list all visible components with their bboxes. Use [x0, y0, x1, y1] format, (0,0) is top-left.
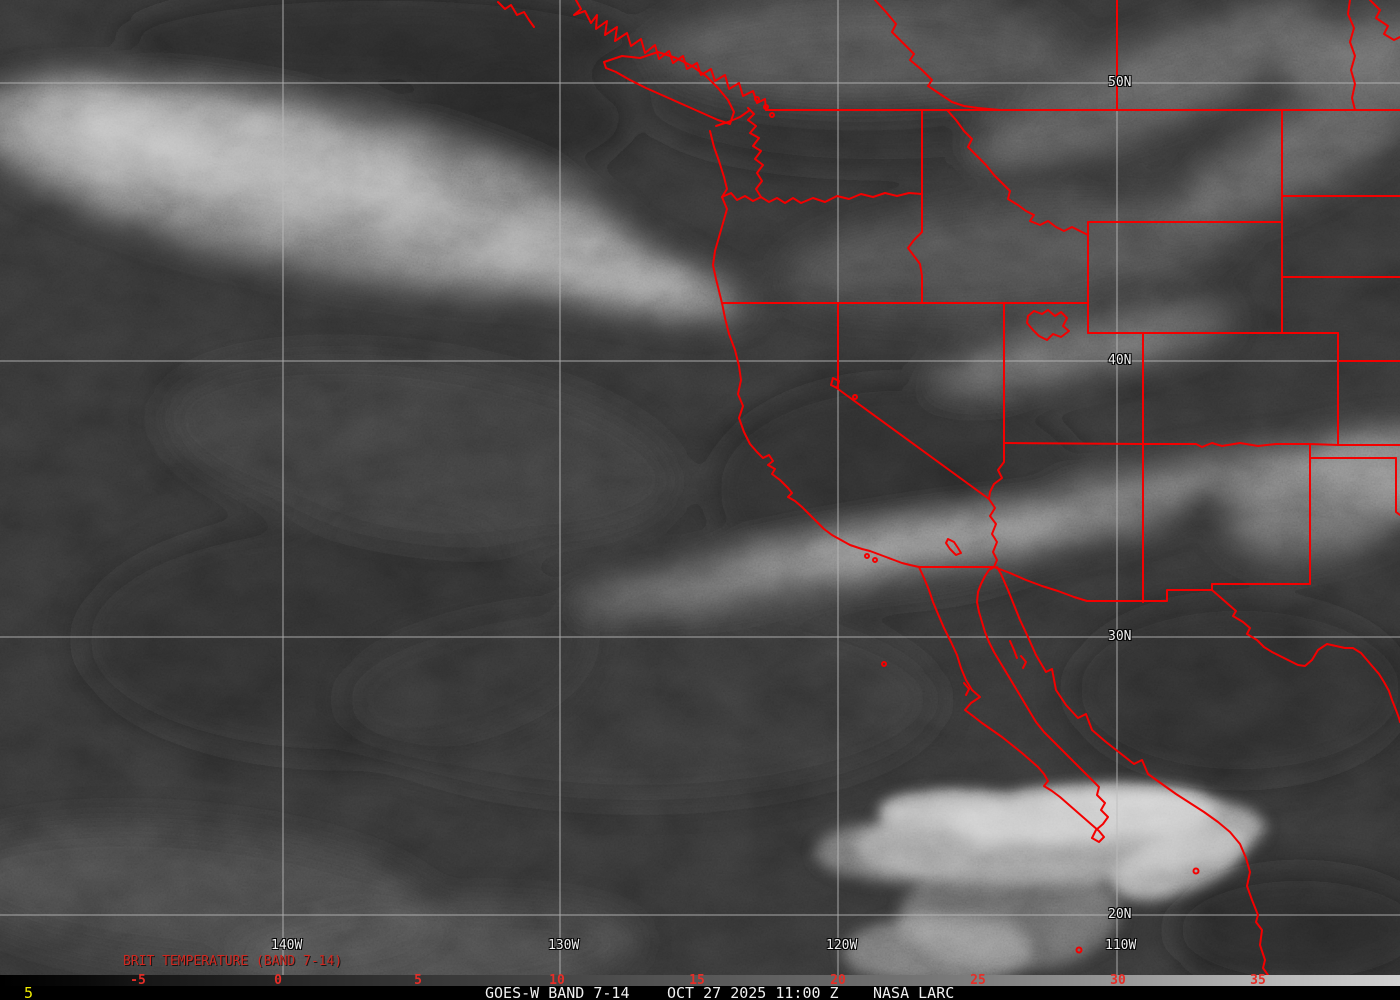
colorbar-tick: 10: [549, 973, 565, 988]
isla-cedros: [963, 682, 970, 696]
island-dot: [769, 112, 775, 118]
island-dot: [754, 96, 760, 102]
credit-label: NASA LARC: [873, 984, 955, 1000]
coastline-vancouver-island: [603, 51, 735, 125]
colorbar-tick: 30: [1110, 973, 1126, 988]
coastline-california: [721, 302, 920, 568]
border-37n-az-north: [1003, 442, 1144, 445]
colorbar-tick: 15: [689, 973, 705, 988]
status-bar: 5 GOES-W BAND 7-14 OCT 27 2025 11:00 Z N…: [0, 986, 1400, 1000]
coastline-juan-de-fuca: [715, 109, 751, 127]
border-nm-bootheel: [1086, 589, 1213, 602]
map-boundaries-overlay: [497, 0, 1400, 979]
border-ca-az-colorado-river: [988, 498, 998, 568]
lat-label-30n: 30N: [1108, 629, 1132, 644]
channel-island-dot: [872, 557, 878, 563]
border-rio-grande: [1211, 589, 1400, 723]
great-salt-lake: [1026, 309, 1070, 341]
border-ca-nv-diagonal: [837, 302, 990, 500]
brightness-temperature-colorbar: -5 0 5 10 15 20 25 30 35: [0, 973, 1400, 988]
pyramid-lake: [852, 394, 858, 400]
islas-marias-dot: [1192, 867, 1200, 875]
coastline-haida-islets: [497, 1, 535, 28]
colorbar-tick: 20: [830, 973, 846, 988]
coastline-baja-gulf: [976, 566, 1109, 839]
graticule-lines: [0, 0, 1400, 975]
colorbar-tick: 35: [1250, 973, 1266, 988]
border-az-mexico: [993, 566, 1088, 602]
salton-sea: [945, 538, 962, 556]
colorbar-tick: 5: [414, 973, 422, 988]
coastline-baja-pacific: [918, 566, 1105, 843]
product-label: GOES-W BAND 7-14: [485, 984, 630, 1000]
coastline-oregon: [712, 196, 728, 304]
colorbar-title: BRIT TEMPERATURE (BAND 7-14): [123, 954, 343, 969]
colorbar-tick: -5: [130, 973, 146, 988]
border-id-mt: [947, 110, 1089, 236]
isla-tiburon: [1020, 655, 1027, 669]
sensor-grain: [0, 0, 1400, 975]
channel-island-dot: [864, 553, 870, 559]
border-37n-co-nm: [1142, 442, 1400, 448]
lon-label-140w: 140W: [271, 938, 303, 953]
timestamp: OCT 27 2025 11:00 Z: [667, 984, 839, 1000]
lat-label-50n: 50N: [1108, 75, 1132, 90]
border-nv-az-river: [988, 442, 1005, 500]
isla-socorro-dot: [1075, 946, 1083, 954]
coastline-bc-fjords: [573, 0, 767, 111]
manitoba-lakes: [1369, 0, 1400, 41]
coastline-washington: [709, 130, 728, 198]
colorbar-tick: 0: [274, 973, 282, 988]
border-or-id: [907, 193, 923, 304]
border-ok-tx-100w: [1395, 457, 1400, 516]
lat-label-20n: 20N: [1108, 907, 1132, 922]
border-bc-alberta: [874, 0, 1001, 111]
colorbar-tick: 25: [970, 973, 986, 988]
isla-angel-de-la-guarda: [1009, 640, 1018, 659]
coastline-puget-sound: [747, 107, 764, 198]
frame-counter: 5: [24, 984, 34, 1000]
isla-guadalupe-dot: [881, 661, 887, 667]
border-saskatchewan-manitoba: [1347, 0, 1356, 111]
lake-tahoe: [830, 377, 840, 389]
lat-label-40n: 40N: [1108, 353, 1132, 368]
lon-label-110w: 110W: [1105, 938, 1137, 953]
coastline-mexico-mainland: [996, 566, 1271, 979]
border-wa-or-columbia-river: [721, 192, 923, 204]
lon-label-120w: 120W: [826, 938, 858, 953]
lon-label-130w: 130W: [548, 938, 580, 953]
